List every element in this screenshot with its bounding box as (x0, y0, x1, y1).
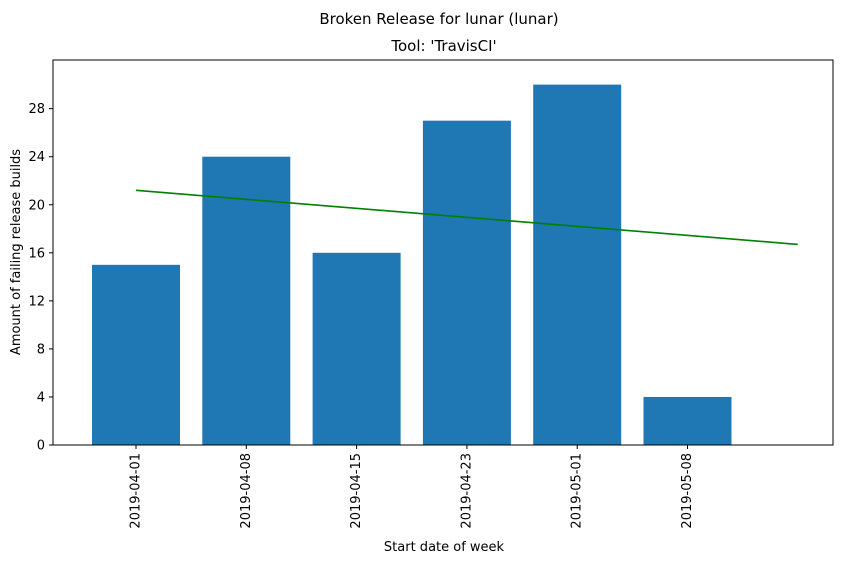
x-tick-label: 2019-05-01 (570, 453, 585, 529)
y-tick-label: 20 (28, 198, 45, 213)
y-tick-label: 8 (37, 342, 45, 357)
y-tick-label: 0 (37, 439, 45, 454)
x-tick-label: 2019-04-23 (459, 453, 474, 529)
x-tick-label: 2019-04-15 (349, 453, 364, 529)
x-tick-label: 2019-04-08 (239, 453, 254, 529)
bars-group (92, 84, 732, 446)
bar-2019-04-23 (422, 120, 511, 445)
trendline-group (135, 189, 798, 246)
y-tick-label: 28 (28, 102, 45, 117)
y-axis: 0 4 8 12 16 20 24 28 (28, 102, 53, 454)
y-tick-label: 4 (37, 390, 45, 405)
y-tick-label: 24 (28, 150, 45, 165)
x-tick-label: 2019-04-01 (129, 453, 144, 529)
y-tick-label: 16 (28, 246, 45, 261)
bar-2019-04-01 (92, 264, 180, 445)
x-axis-label: Start date of week (384, 540, 505, 555)
y-axis-label: Amount of failing release builds (9, 149, 24, 355)
bar-2019-05-08 (643, 396, 732, 445)
bar-2019-04-15 (312, 252, 401, 445)
trendline (135, 189, 798, 246)
bar-2019-05-01 (533, 84, 622, 446)
x-tick-label: 2019-05-08 (680, 453, 695, 529)
y-tick-label: 12 (28, 294, 45, 309)
bar-2019-04-08 (202, 156, 291, 445)
chart-subtitle: Tool: 'TravisCI' (390, 37, 496, 55)
x-axis: 2019-04-01 2019-04-08 2019-04-15 2019-04-23… (129, 445, 695, 529)
chart-title: Broken Release for lunar (lunar) (319, 10, 558, 28)
